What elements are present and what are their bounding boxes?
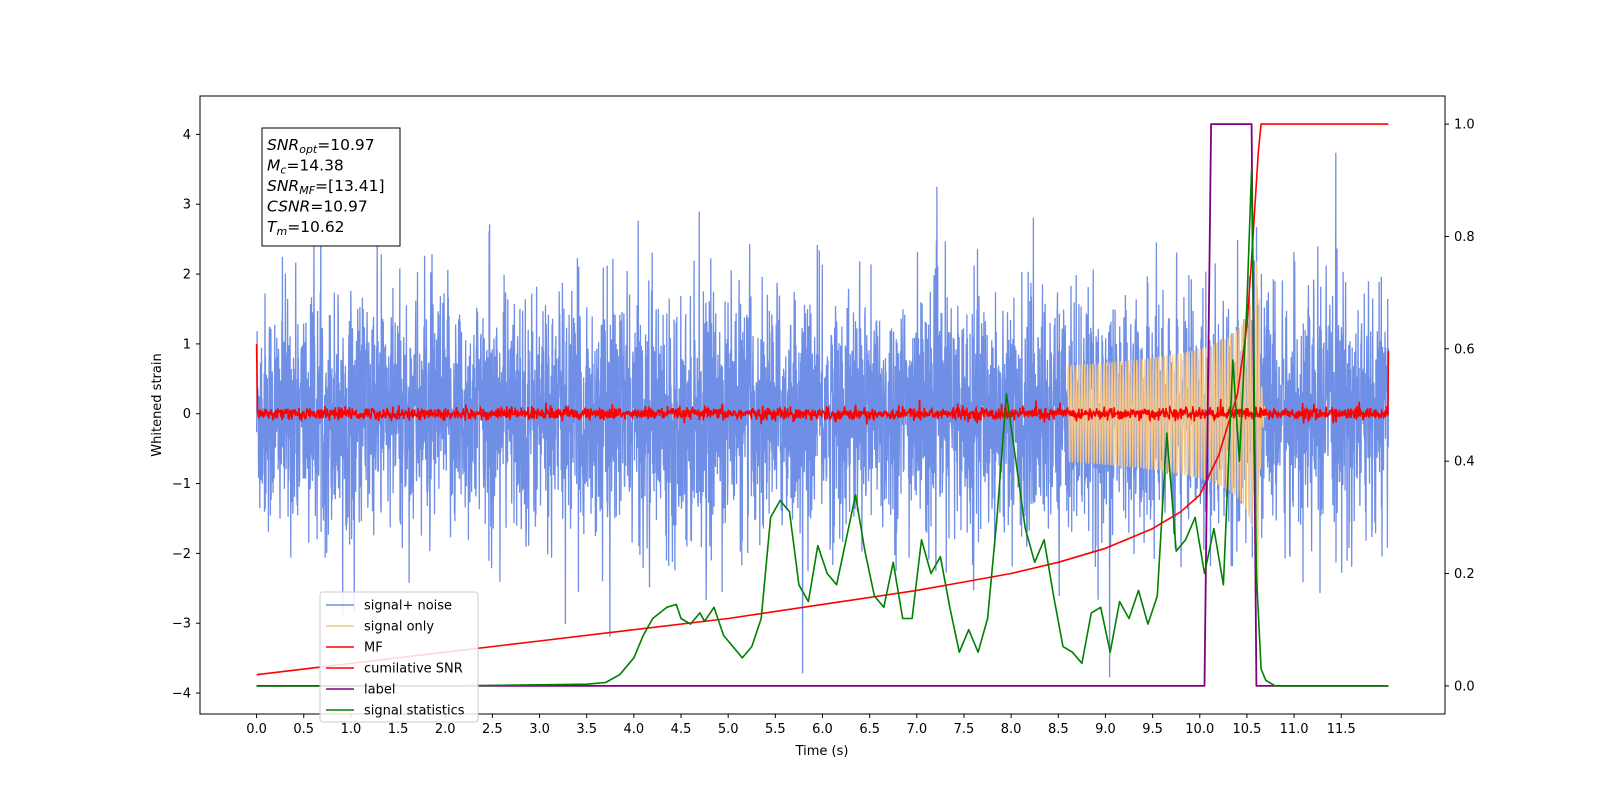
x-tick-label: 1.5	[388, 722, 409, 737]
series-signal-only-line	[1067, 261, 1267, 589]
stats-line: CSNR=10.97	[267, 198, 368, 216]
x-tick-label: 3.0	[529, 722, 550, 737]
x-tick-label: 10.5	[1232, 722, 1261, 737]
legend-label: signal only	[364, 620, 434, 635]
x-tick-label: 6.5	[859, 722, 880, 737]
x-tick-label: 2.5	[482, 722, 503, 737]
y-axis-left: 4 3 2 1 0 −1 −2 −3 −4	[172, 128, 200, 702]
stats-annotation-box: SNRopt=10.97Mc=14.38SNRMF=[13.41]CSNR=10…	[261, 127, 401, 247]
legend-label: MF	[364, 641, 383, 656]
x-tick-label: 5.0	[718, 722, 739, 737]
stats-line: Mc=14.38	[267, 157, 344, 177]
series-signal-statistics-line	[256, 168, 1389, 687]
x-tick-label: 11.5	[1327, 722, 1356, 737]
stats-symbol: CSNR	[267, 198, 310, 216]
y-tick-label: 3	[183, 198, 191, 213]
y2-tick-label: 1.0	[1454, 118, 1475, 133]
stats-value: =10.97	[310, 198, 367, 216]
x-tick-label: 0.5	[293, 722, 314, 737]
x-tick-label: 4.0	[624, 722, 645, 737]
y-tick-label: 1	[183, 337, 191, 352]
y2-tick-label: 0.4	[1454, 455, 1475, 470]
stats-value: =14.38	[286, 157, 343, 175]
x-tick-label: 3.5	[576, 722, 597, 737]
legend-label: signal+ noise	[364, 599, 452, 614]
series-cumulative-snr-line	[256, 123, 1389, 676]
stats-subscript: c	[280, 164, 286, 177]
legend-label: label	[364, 683, 395, 698]
y2-tick-label: 0.0	[1454, 679, 1475, 694]
legend-label: signal statistics	[364, 704, 465, 719]
y-tick-label: −3	[172, 617, 191, 632]
y-tick-label: 4	[183, 128, 191, 143]
x-tick-label: 1.0	[341, 722, 362, 737]
y2-tick-label: 0.2	[1454, 567, 1475, 582]
stats-symbol: M	[267, 157, 280, 175]
y-tick-label: −1	[172, 477, 191, 492]
x-tick-label: 2.0	[435, 722, 456, 737]
y-axis-label: Whitened strain	[150, 353, 165, 456]
x-tick-label: 11.0	[1280, 722, 1309, 737]
x-tick-label: 0.0	[246, 722, 267, 737]
y-tick-label: −2	[172, 547, 191, 562]
x-tick-label: 10.0	[1185, 722, 1214, 737]
x-tick-label: 5.5	[765, 722, 786, 737]
series-mf-line	[255, 343, 1390, 425]
x-tick-label: 7.5	[954, 722, 975, 737]
y-tick-label: 0	[183, 407, 191, 422]
stats-value: =10.62	[287, 218, 344, 236]
x-tick-label: 6.0	[812, 722, 833, 737]
stats-line: SNRMF=[13.41]	[267, 177, 385, 197]
stats-line: Tm=10.62	[267, 218, 345, 238]
stats-subscript: m	[276, 225, 287, 238]
x-tick-label: 7.0	[906, 722, 927, 737]
stats-subscript: opt	[299, 143, 318, 156]
stats-symbol: T	[267, 218, 278, 236]
x-axis-label: Time (s)	[795, 744, 849, 759]
x-axis: 0.0 0.5 1.0 1.5 2.0 2.5 3.0 3.5 4.0 4.5 5.0 5.5 6.0 6…	[246, 714, 1356, 737]
y2-tick-label: 0.6	[1454, 342, 1475, 357]
stats-line: SNRopt=10.97	[267, 136, 375, 156]
legend-label: cumilative SNR	[364, 662, 463, 677]
stats-value: =10.97	[317, 136, 374, 154]
stats-subscript: MF	[299, 184, 315, 197]
x-tick-label: 8.0	[1001, 722, 1022, 737]
y-tick-label: −4	[172, 687, 191, 702]
y-axis-right: 1.0 0.8 0.6 0.4 0.2 0.0	[1445, 118, 1475, 694]
legend-frame	[319, 591, 479, 723]
x-tick-label: 8.5	[1048, 722, 1069, 737]
stats-symbol: SNR	[267, 177, 299, 195]
stats-box-frame	[261, 127, 401, 247]
x-tick-label: 9.5	[1142, 722, 1163, 737]
x-tick-label: 9.0	[1095, 722, 1116, 737]
plot-area	[255, 123, 1390, 687]
y-tick-label: 2	[183, 268, 191, 283]
y2-tick-label: 0.8	[1454, 230, 1475, 245]
legend: signal+ noise signal only MF cumilative SNR…	[319, 591, 479, 723]
stats-symbol: SNR	[267, 136, 299, 154]
x-tick-label: 4.5	[671, 722, 692, 737]
stats-value: =[13.41]	[315, 177, 384, 195]
